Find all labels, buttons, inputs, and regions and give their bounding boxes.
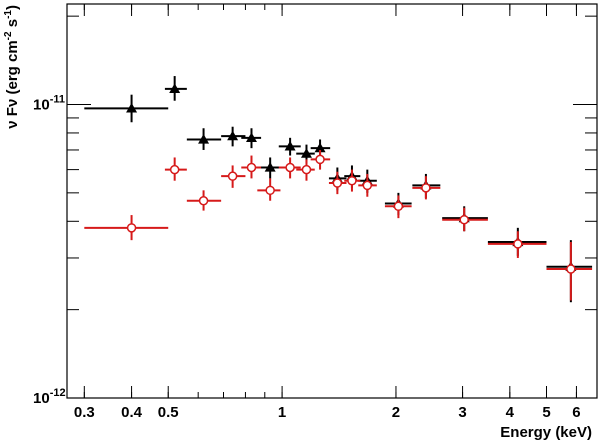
data-point-triangle bbox=[314, 142, 326, 153]
data-point-circle bbox=[513, 239, 523, 249]
y-axis-label-main: ν Fν (erg cm bbox=[4, 40, 21, 128]
major-ticks bbox=[67, 4, 597, 399]
y-axis-label-mid: s bbox=[4, 19, 21, 32]
x-tick-label: 0.3 bbox=[74, 404, 95, 421]
data-point-triangle bbox=[245, 132, 257, 142]
data-point-triangle bbox=[227, 130, 239, 141]
data-point-circle bbox=[566, 264, 576, 274]
data-point-circle bbox=[246, 162, 257, 173]
data-point-triangle bbox=[126, 102, 138, 113]
y-tick-label-exp: -12 bbox=[50, 387, 66, 399]
y-tick-label-base: 10 bbox=[33, 97, 50, 114]
y-axis-label-exp1: -2 bbox=[3, 31, 14, 40]
x-tick-label: 1 bbox=[278, 404, 286, 421]
data-point-circle bbox=[227, 171, 238, 181]
data-point-circle bbox=[301, 164, 312, 175]
data-point-triangle bbox=[300, 148, 312, 158]
y-axis-label: ν Fν (erg cm-2 s-1) bbox=[3, 5, 21, 129]
y-axis-label-exp2: -1 bbox=[3, 10, 14, 19]
series-2 bbox=[84, 149, 593, 301]
x-tick-label: 2 bbox=[392, 404, 400, 421]
data-point-circle bbox=[421, 183, 431, 193]
y-axis-label-end: ) bbox=[4, 5, 21, 10]
x-tick-label: 0.4 bbox=[121, 404, 143, 421]
x-tick-label: 0.5 bbox=[158, 404, 179, 421]
data-point-triangle bbox=[284, 140, 296, 151]
data-point-circle bbox=[126, 223, 137, 233]
data-point-circle bbox=[459, 214, 469, 225]
data-point-triangle bbox=[264, 162, 276, 172]
x-tick-label: 3 bbox=[458, 404, 466, 421]
x-tick-label: 6 bbox=[572, 404, 580, 421]
data-point-triangle bbox=[198, 133, 210, 144]
data-point-circle bbox=[315, 154, 325, 165]
x-axis-label: Energy (keV) bbox=[500, 424, 592, 441]
y-tick-label-exp: -11 bbox=[50, 94, 65, 106]
data-point-circle bbox=[169, 164, 180, 175]
x-tick-label: 5 bbox=[542, 404, 550, 421]
data-point-circle bbox=[332, 178, 343, 188]
data-point-circle bbox=[362, 180, 373, 191]
y-tick-label: 10-12 bbox=[33, 387, 66, 407]
minor-ticks bbox=[67, 4, 597, 399]
data-point-circle bbox=[265, 185, 275, 196]
data-point-circle bbox=[347, 175, 357, 186]
data-point-triangle bbox=[169, 83, 181, 94]
plot-frame bbox=[66, 3, 598, 399]
y-tick-label: 10-11 bbox=[33, 94, 65, 114]
y-tick-label-base: 10 bbox=[33, 390, 50, 407]
data-point-circle bbox=[285, 162, 295, 173]
data-series bbox=[84, 76, 593, 303]
data-point-circle bbox=[198, 195, 209, 206]
x-tick-label: 4 bbox=[506, 404, 515, 421]
data-point-circle bbox=[393, 201, 404, 212]
